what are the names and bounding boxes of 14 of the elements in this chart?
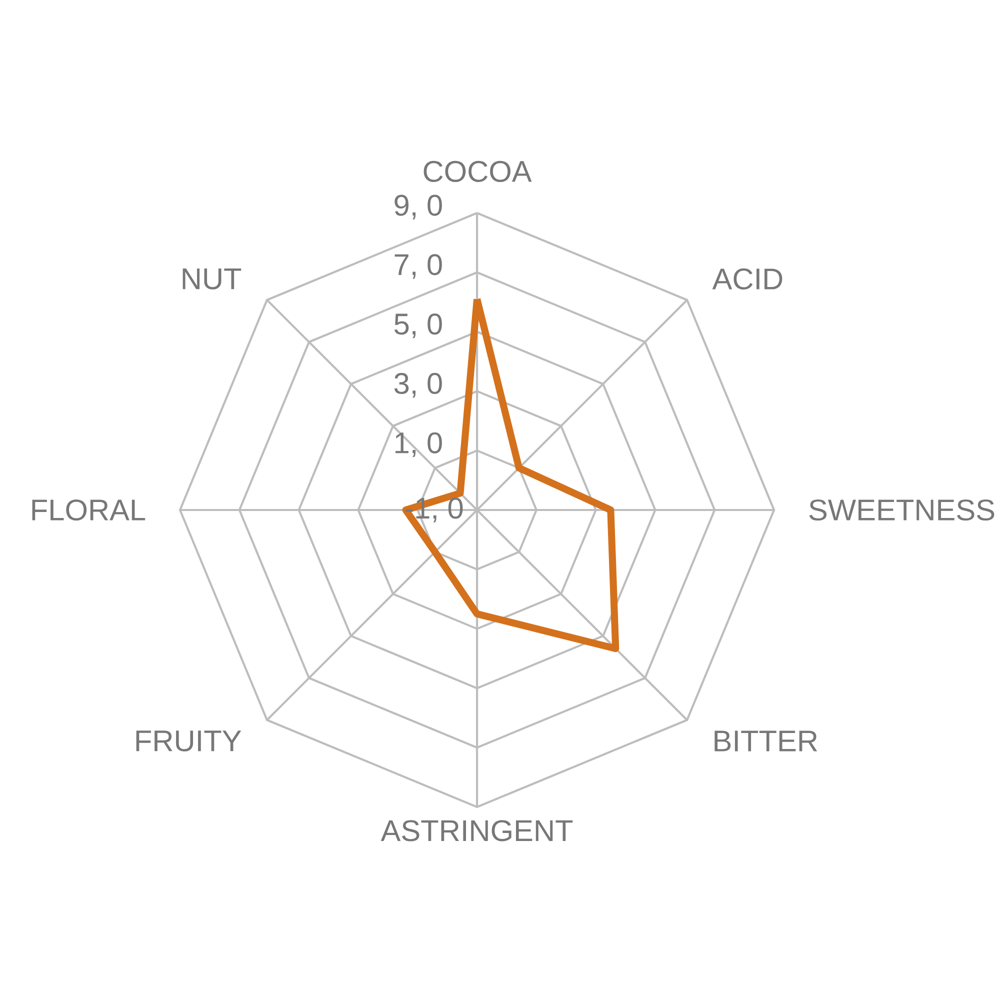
y-tick-label: 3, 0 bbox=[394, 372, 442, 398]
spoke-label: ACID bbox=[712, 268, 782, 290]
spoke-label: FLORAL bbox=[32, 499, 146, 521]
spoke-label: COCOA bbox=[424, 160, 532, 182]
y-tick-label: 5, 0 bbox=[394, 314, 442, 338]
y-tick-label: 9, 0 bbox=[394, 194, 442, 220]
y-tick-label: -1, 0 bbox=[405, 498, 463, 522]
spoke-label: FRUITY bbox=[136, 730, 242, 752]
y-tick-label: 1, 0 bbox=[396, 432, 442, 457]
spoke-label: ASTRINGENT bbox=[380, 820, 573, 842]
spoke-label: SWEETNESS bbox=[809, 499, 994, 521]
spoke-label: NUT bbox=[182, 268, 242, 290]
y-tick-label: 7, 0 bbox=[394, 254, 442, 279]
spoke-label: BITTER bbox=[714, 730, 818, 752]
